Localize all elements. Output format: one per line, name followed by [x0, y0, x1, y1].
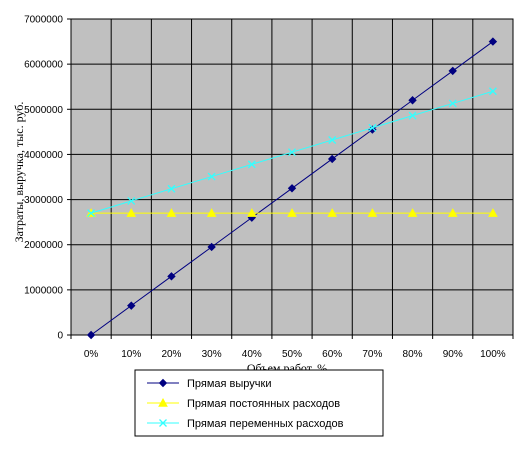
plot-border [70, 18, 514, 336]
series-layer [86, 37, 498, 340]
legend-box [134, 369, 384, 437]
x-tick-label: 10% [121, 349, 141, 360]
y-axis-title: Затраты, выручка, тыс. руб. [12, 102, 26, 243]
data-point [86, 330, 96, 340]
x-tick-label: 40% [242, 349, 262, 360]
data-point [448, 66, 457, 76]
data-point [328, 136, 337, 144]
x-tick-label: 50% [282, 349, 302, 360]
data-point [126, 208, 137, 217]
plot-area [71, 19, 513, 335]
data-point [327, 154, 337, 164]
data-point [407, 208, 418, 217]
data-point [166, 208, 177, 217]
x-tick-label: 90% [443, 349, 463, 360]
data-point [159, 419, 167, 427]
y-tick-label: 5000000 [24, 105, 63, 116]
x-tick-label: 0% [84, 349, 99, 360]
y-tick-label: 3000000 [24, 195, 63, 206]
data-point [207, 242, 216, 252]
y-tick-label: 7000000 [24, 15, 63, 26]
x-gridlines [70, 19, 514, 339]
data-point [158, 378, 168, 388]
x-tick-label: 20% [161, 349, 181, 360]
y-tick-label: 2000000 [24, 240, 63, 251]
legend-item: Прямая переменных расходов [147, 418, 344, 430]
y-tick-labels: 0 1000000 2000000 3000000 4000000 5000000 6000… [24, 15, 63, 342]
data-point [287, 208, 297, 217]
data-point [488, 208, 498, 217]
data-point [167, 272, 176, 281]
data-point [488, 87, 497, 96]
data-point [408, 96, 417, 105]
x-tick-label: 100% [480, 349, 506, 360]
data-point [288, 148, 296, 157]
data-point [367, 208, 378, 217]
legend-item: Прямая постоянных расходов [147, 397, 340, 410]
data-point [488, 37, 498, 46]
data-point [167, 184, 176, 193]
data-point [447, 208, 458, 217]
y-tick-label: 4000000 [24, 150, 63, 161]
data-point [247, 160, 256, 169]
legend-label: Прямая выручки [187, 378, 271, 390]
data-point [287, 184, 297, 193]
data-point [127, 196, 136, 205]
y-tick-label: 1000000 [24, 285, 63, 296]
x-tick-labels: 0% 10% 20% 30% 40% 50% 60% 70% 80% 90% 100% [84, 349, 506, 360]
legend-label: Прямая постоянных расходов [187, 398, 340, 410]
legend: Прямая выручки Прямая постоянных расходов… [134, 369, 384, 437]
x-tick-label: 70% [362, 349, 382, 360]
data-point [368, 123, 377, 132]
series-3 [87, 87, 497, 218]
data-point [127, 301, 136, 310]
data-point [87, 209, 96, 218]
data-point [408, 111, 417, 120]
data-point [206, 208, 217, 217]
x-tick-label: 30% [202, 349, 222, 360]
x-tick-label: 60% [322, 349, 342, 360]
legend-item: Прямая выручки [147, 378, 271, 390]
data-point [246, 208, 257, 217]
data-point [207, 172, 216, 181]
legend-label: Прямая переменных расходов [187, 418, 344, 430]
y-tick-label: 6000000 [24, 60, 63, 71]
data-point [327, 208, 338, 217]
data-point [158, 397, 168, 407]
x-tick-label: 80% [403, 349, 423, 360]
y-tick-label: 0 [57, 331, 63, 342]
data-point [448, 99, 457, 108]
